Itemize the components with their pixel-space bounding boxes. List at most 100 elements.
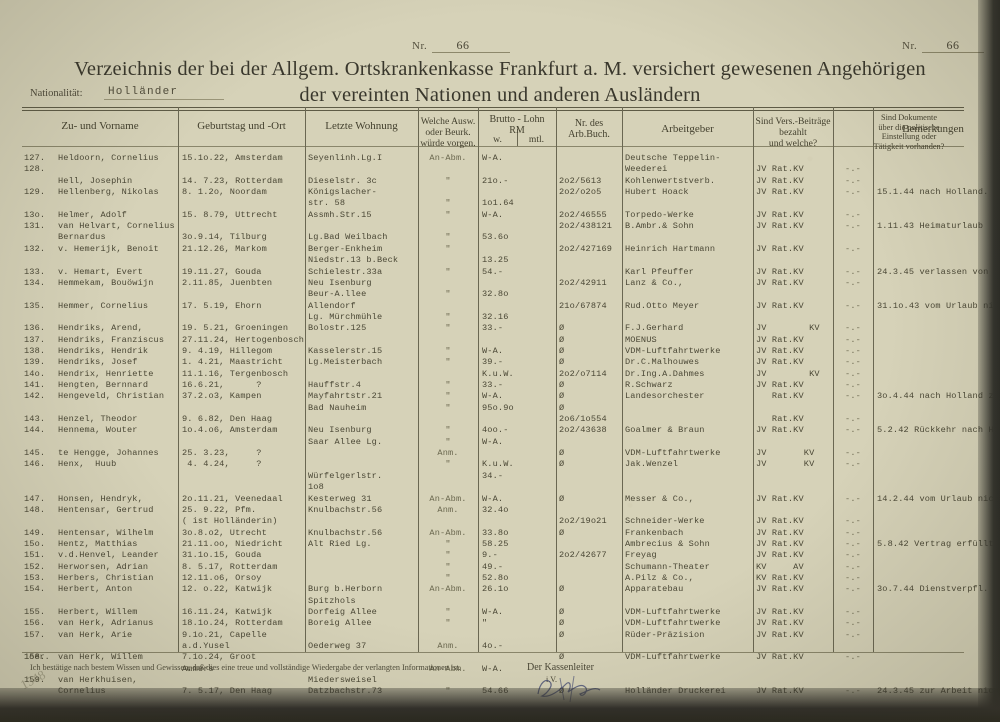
cell-no: 149. xyxy=(24,527,46,538)
nr-value-right: 66 xyxy=(946,38,960,52)
page-title-line1: Verzeichnis der bei der Allgem. Ortskran… xyxy=(74,58,926,80)
cell-employer: F.J.Gerhard xyxy=(625,323,684,334)
cell-name: van Herk, Willem xyxy=(58,652,143,663)
cell-doc: An-Abm. xyxy=(429,527,467,538)
table-row: 159. van Herkhuisen, Miedersweisel xyxy=(22,675,964,686)
cell-wage: 39.- xyxy=(482,357,504,368)
cell-wage: W-A. xyxy=(482,209,504,220)
table-row: 139. Hendriks, Josef 1. 4.21, Maastricht Lg… xyxy=(22,357,964,368)
table-row: 128. Weederei JV Rat.KV -.- xyxy=(22,164,964,175)
cell-doc: " xyxy=(445,266,451,277)
cell-politdoc: -.- xyxy=(845,629,861,640)
cell-birth: 18.1o.24, Rotterdam xyxy=(182,618,283,629)
table-row: 154. Herbert, Anton 12. o.22, Katwijk Burg … xyxy=(22,584,988,595)
cell-address: Knulbachstr.56 xyxy=(308,504,383,515)
cell-doc: " xyxy=(445,380,451,390)
cell-contrib: JV Rat.KV xyxy=(756,538,804,549)
col-divider-wage xyxy=(556,107,557,652)
nr-rule-right xyxy=(922,52,984,53)
cell-arbbuch: 2o2/427169 xyxy=(559,243,613,254)
colhead-employer: Arbeitgeber xyxy=(661,123,714,135)
table-row: 132. v. Hemerijk, Benoit 21.12.26, Markom B… xyxy=(22,244,964,255)
cell-name: Henx, Huub xyxy=(58,459,117,470)
cell-arbbuch: Ø xyxy=(559,380,565,390)
cell-contrib: JV Rat.KV xyxy=(756,618,804,629)
table-top-border-2 xyxy=(22,110,964,111)
cell-contrib: JV Rat.KV xyxy=(756,550,804,561)
cell-name: Hendriks, Franziscus xyxy=(58,334,165,345)
col-divider-arbbuch xyxy=(622,107,623,652)
cell-name: Heldoorn, Cornelius xyxy=(58,153,159,163)
table-row: str. 58 " 1o1.64 xyxy=(22,198,964,209)
cell-address: Spitzhols xyxy=(308,595,356,606)
cell-no: 152. xyxy=(24,561,46,572)
cell-employer: Lanz & Co., xyxy=(625,277,684,288)
cell-name: Henzel, Theodor xyxy=(58,414,138,425)
cell-address: Kasselerstr.15 xyxy=(308,345,383,356)
table-row: 127. Heldoorn, Cornelius 15.1o.22, Amsterd… xyxy=(22,153,964,164)
cell-address: Bolostr.125 xyxy=(308,323,367,334)
cell-arbbuch: Ø xyxy=(559,345,565,356)
cell-name: Herworsen, Adrian xyxy=(58,561,149,572)
cell-wage: 95o.9o xyxy=(482,402,514,413)
table-row: Würfelgerlstr. 34.- xyxy=(22,471,964,482)
cell-contrib: JV Rat.KV xyxy=(756,629,804,640)
cell-employer: B.Ambr.& Sohn xyxy=(625,221,694,232)
colhead-wage-monthly: mtl. xyxy=(528,134,545,145)
cell-employer: R.Schwarz xyxy=(625,380,673,390)
cell-birth: 8. 1.2o, Noordam xyxy=(182,187,267,198)
cell-name: van Herk, Arie xyxy=(58,629,133,640)
cell-wage: W-A. xyxy=(482,345,504,356)
cell-remarks: 5.8.42 Vertrag erfüllt. xyxy=(877,538,1000,549)
cell-arbbuch: Ø xyxy=(559,652,565,663)
cell-contrib: KV AV xyxy=(756,561,804,572)
cell-employer: Landesorchester xyxy=(625,391,705,402)
page-edge-bottom xyxy=(0,688,1000,722)
cell-doc: Anm. xyxy=(437,641,459,652)
cell-remarks: 1.11.43 Heimaturlaub xyxy=(877,221,984,232)
table-row: 145. te Hengge, Johannes 25. 3.23, ? Anm. Ø V… xyxy=(22,448,964,459)
cell-doc: " xyxy=(445,402,451,413)
cell-contrib: JV KV xyxy=(756,448,815,459)
cell-politdoc: -.- xyxy=(845,459,861,470)
colhead-wage: Brutto - Lohn RM xyxy=(489,114,545,136)
cell-birth: 25. 9.22, Pfm. xyxy=(182,504,257,515)
table-row: 135. Hemmer, Cornelius 17. 5.19, Ehorn Alle… xyxy=(22,300,1000,312)
cell-doc: An-Abm. xyxy=(429,663,467,674)
cell-doc: " xyxy=(445,209,451,220)
cell-wage: W-A. xyxy=(482,663,504,674)
cell-doc: " xyxy=(445,436,451,447)
table-row: Niedstr.13 b.Beck 13.25 xyxy=(22,255,964,266)
cell-address: Bad Nauheim xyxy=(308,402,367,413)
nationality-label: Nationalität: xyxy=(30,88,83,99)
cell-employer: Deutsche Teppelin- xyxy=(625,153,721,163)
page-title-line2: der vereinten Nationen und anderen Auslä… xyxy=(299,84,701,106)
cell-doc: Anm. xyxy=(437,504,459,515)
cell-name: Hellenberg, Nikolas xyxy=(58,187,159,198)
cell-address: Dieselstr. 3c xyxy=(308,175,377,186)
cell-contrib: JV Rat.KV xyxy=(756,221,804,232)
cell-wage: 13.25 xyxy=(482,255,509,266)
cell-wage: 4o.- xyxy=(482,641,504,652)
cell-contrib: Rat.KV xyxy=(756,414,804,425)
cell-contrib: JV Rat.KV xyxy=(756,380,804,390)
cell-no: 145. xyxy=(24,448,46,459)
cell-name: Hell, Josephin xyxy=(58,175,133,186)
cell-wage: 53.6o xyxy=(482,232,509,243)
cell-address: Assmh.Str.15 xyxy=(308,209,372,220)
cell-no: 141. xyxy=(24,380,46,390)
cell-wage: 9.- xyxy=(482,550,498,561)
cell-address: Mayfahrtstr.21 xyxy=(308,391,383,402)
cell-no: 135. xyxy=(24,300,46,311)
cell-politdoc: -.- xyxy=(845,345,861,356)
table-header-separator xyxy=(22,146,964,147)
cell-address: Miedersweisel xyxy=(308,675,377,686)
cell-employer: Karl Pfeuffer xyxy=(625,266,694,277)
cell-birth: 2.11.85, Juenbten xyxy=(182,277,273,288)
cell-no: 13o. xyxy=(24,209,46,220)
col-divider-name xyxy=(178,107,179,652)
cell-contrib: JV Rat.KV xyxy=(756,584,804,595)
cell-address: Allendorf xyxy=(308,300,356,311)
cell-contrib: JV Rat.KV xyxy=(756,175,804,186)
signer-title: Der Kassenleiter xyxy=(527,662,594,673)
